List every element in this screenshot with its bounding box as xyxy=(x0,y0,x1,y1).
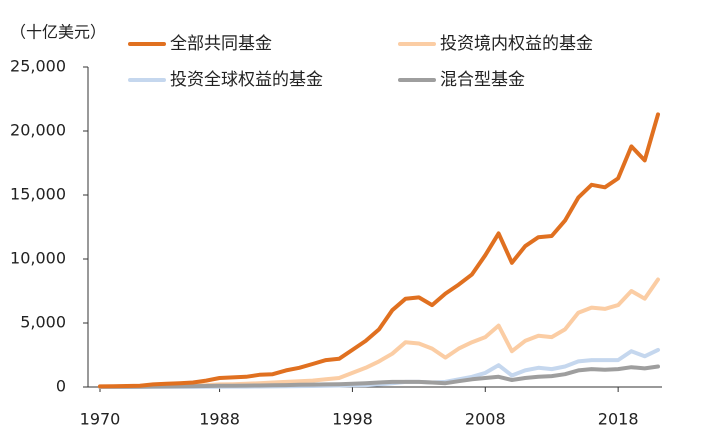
x-tick-label: 2018 xyxy=(598,410,639,429)
legend-label: 混合型基金 xyxy=(440,70,525,90)
legend-label: 投资境内权益的基金 xyxy=(440,34,593,54)
legend-label: 投资全球权益的基金 xyxy=(170,70,323,90)
x-tick-label: 1988 xyxy=(199,410,240,429)
x-tick-label: 1970 xyxy=(80,410,121,429)
x-tick-label: 1998 xyxy=(332,410,373,429)
series-line xyxy=(98,364,660,389)
y-tick-label: 20,000 xyxy=(10,121,66,140)
x-tick-label: 2008 xyxy=(465,410,506,429)
y-tick-label: 10,000 xyxy=(10,249,66,268)
y-tick-label: 5,000 xyxy=(20,313,66,332)
legend-label: 全部共同基金 xyxy=(170,34,272,54)
y-tick-label: 25,000 xyxy=(10,57,66,76)
series-line xyxy=(98,112,660,389)
y-tick-label: 15,000 xyxy=(10,185,66,204)
y-tick-label: 0 xyxy=(56,377,66,396)
y-axis-label: （十亿美元） xyxy=(10,23,106,42)
